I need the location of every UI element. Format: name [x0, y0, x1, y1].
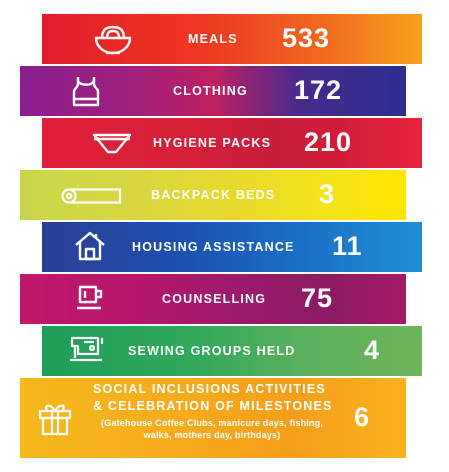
clothing-label: CLOTHING	[173, 84, 248, 98]
hygiene-packs-label: HYGIENE PACKS	[153, 136, 272, 150]
tank-top-icon	[68, 75, 104, 107]
meals-row: MEALS 533	[42, 14, 422, 64]
social-inclusions-value: 6	[354, 402, 371, 432]
rolled-bed-icon	[60, 187, 122, 205]
clothing-row: CLOTHING 172	[20, 66, 406, 116]
hygiene-packs-value: 210	[304, 127, 353, 157]
meals-value: 533	[282, 23, 331, 53]
social-inclusions-note-line2: walks, mothers day, birthdays)	[143, 430, 281, 440]
housing-assistance-row: HOUSING ASSISTANCE 11	[42, 222, 422, 272]
underwear-icon	[92, 132, 132, 156]
backpack-beds-row: BACKPACK BEDS 3	[20, 170, 406, 220]
clothing-value: 172	[294, 75, 343, 105]
backpack-beds-value: 3	[319, 179, 336, 209]
backpack-beds-label: BACKPACK BEDS	[151, 188, 276, 202]
gift-icon	[38, 400, 72, 436]
counselling-row: COUNSELLING 75	[20, 274, 406, 324]
social-inclusions-note-line1: (Gatehouse Coffee Clubs, manicure days, …	[100, 418, 324, 428]
housing-assistance-label: HOUSING ASSISTANCE	[132, 240, 295, 254]
meals-label: MEALS	[188, 32, 238, 46]
sewing-groups-value: 4	[364, 335, 381, 365]
social-inclusions-label-line2: & CELEBRATION OF MILESTONES	[93, 399, 333, 413]
hygiene-packs-row: HYGIENE PACKS 210	[42, 118, 422, 168]
coffee-cup-icon	[76, 284, 104, 312]
social-inclusions-label-line1: SOCIAL INCLUSIONS ACTIVITIES	[93, 382, 326, 396]
counselling-value: 75	[301, 283, 334, 313]
housing-assistance-value: 11	[332, 231, 363, 261]
sewing-groups-label: SEWING GROUPS HELD	[128, 344, 296, 358]
social-inclusions-row: SOCIAL INCLUSIONS ACTIVITIES & CELEBRATI…	[20, 378, 406, 458]
sewing-machine-icon	[68, 334, 104, 366]
house-icon	[74, 230, 106, 262]
counselling-label: COUNSELLING	[162, 292, 267, 306]
bowl-of-noodles-icon	[92, 22, 134, 56]
sewing-groups-row: SEWING GROUPS HELD 4	[42, 326, 422, 376]
